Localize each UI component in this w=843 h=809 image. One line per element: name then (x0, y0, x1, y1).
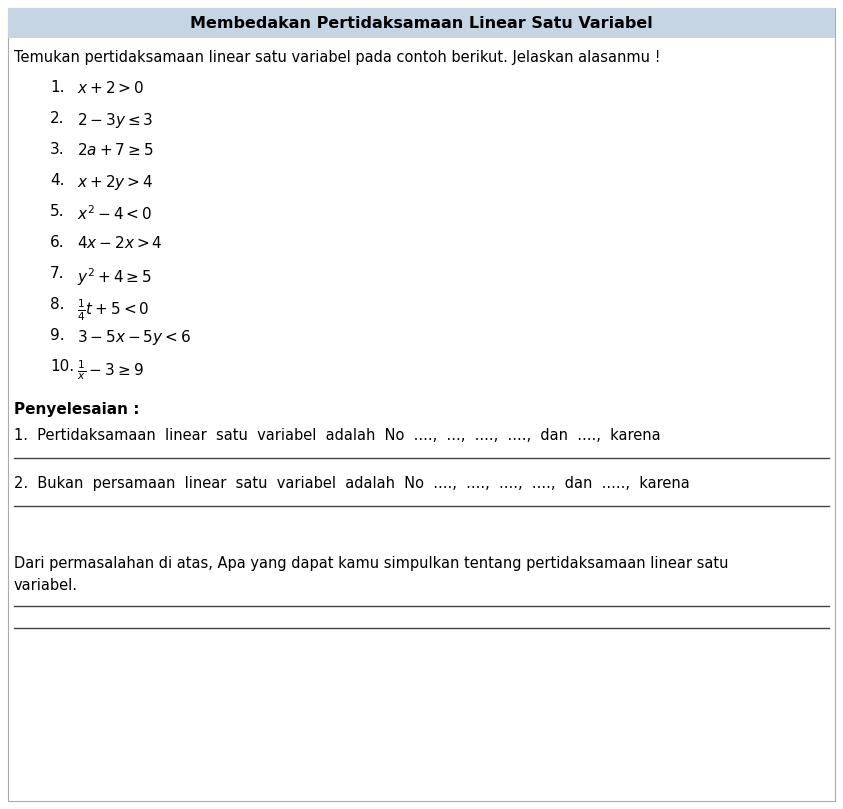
Text: 3.: 3. (50, 142, 65, 157)
Text: $x + 2y > 4$: $x + 2y > 4$ (77, 173, 153, 192)
Text: $x^2 - 4 < 0$: $x^2 - 4 < 0$ (77, 204, 152, 222)
Text: 6.: 6. (50, 235, 65, 250)
Text: $\frac{1}{4}t + 5 < 0$: $\frac{1}{4}t + 5 < 0$ (77, 297, 149, 323)
Text: $x + 2 > 0$: $x + 2 > 0$ (77, 80, 144, 96)
Text: 8.: 8. (50, 297, 65, 312)
Text: Penyelesaian :: Penyelesaian : (14, 402, 139, 417)
Text: $2a + 7 \geq 5$: $2a + 7 \geq 5$ (77, 142, 153, 158)
Text: Temukan pertidaksamaan linear satu variabel pada contoh berikut. Jelaskan alasan: Temukan pertidaksamaan linear satu varia… (14, 50, 661, 65)
Text: $y^2 + 4 \geq 5$: $y^2 + 4 \geq 5$ (77, 266, 152, 288)
Text: 2.: 2. (50, 111, 65, 126)
Text: 1.  Pertidaksamaan  linear  satu  variabel  adalah  No  ....,  ...,  ....,  ....: 1. Pertidaksamaan linear satu variabel a… (14, 428, 661, 443)
Text: $3 - 5x - 5y < 6$: $3 - 5x - 5y < 6$ (77, 328, 191, 347)
Bar (8, 8, 835, 38)
Text: Membedakan Pertidaksamaan Linear Satu Variabel: Membedakan Pertidaksamaan Linear Satu Va… (191, 15, 652, 31)
Text: 7.: 7. (50, 266, 65, 281)
Text: 9.: 9. (50, 328, 65, 343)
Text: 5.: 5. (50, 204, 65, 219)
Text: variabel.: variabel. (14, 578, 78, 593)
Text: 10.: 10. (50, 359, 74, 374)
Text: 2.  Bukan  persamaan  linear  satu  variabel  adalah  No  ....,  ....,  ....,  .: 2. Bukan persamaan linear satu variabel … (14, 476, 690, 491)
Text: $4x - 2x > 4$: $4x - 2x > 4$ (77, 235, 163, 251)
Text: $\frac{1}{x} - 3 \geq 9$: $\frac{1}{x} - 3 \geq 9$ (77, 359, 144, 383)
Text: Dari permasalahan di atas, Apa yang dapat kamu simpulkan tentang pertidaksamaan : Dari permasalahan di atas, Apa yang dapa… (14, 556, 728, 571)
Text: $2 - 3y \leq 3$: $2 - 3y \leq 3$ (77, 111, 153, 130)
Text: 1.: 1. (50, 80, 65, 95)
Text: 4.: 4. (50, 173, 65, 188)
